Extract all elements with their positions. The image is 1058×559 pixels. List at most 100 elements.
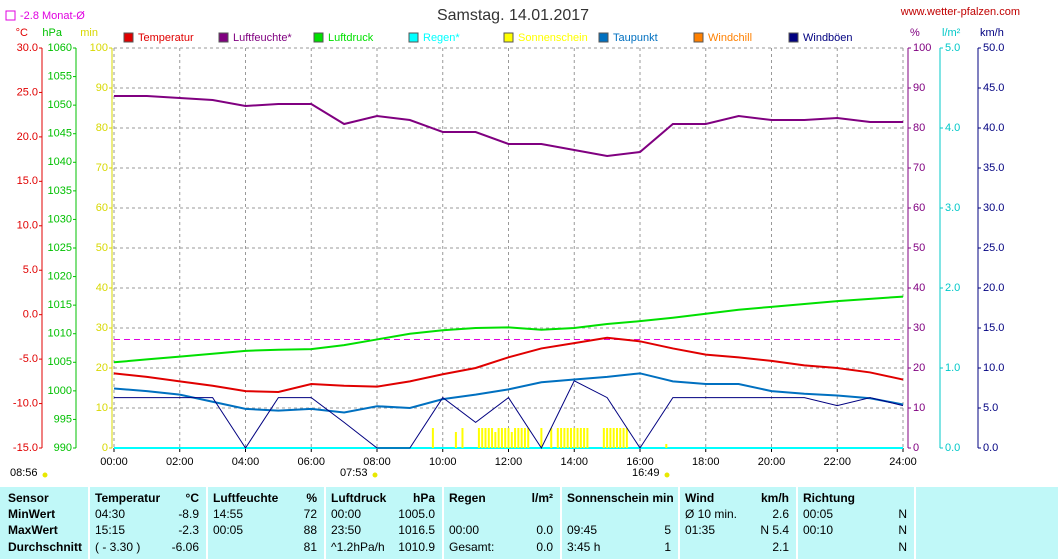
sun-bar <box>625 428 628 448</box>
sun-bar <box>510 432 513 448</box>
y-tick-label: 20.0 <box>983 282 1004 294</box>
sun-bar <box>504 428 507 448</box>
table-cell: 23:50 <box>331 523 361 537</box>
table-cell: N <box>898 507 907 521</box>
sun-bar <box>606 428 609 448</box>
sun-bar <box>514 428 517 448</box>
table-header: Regen <box>449 491 486 505</box>
sun-bar <box>507 428 510 448</box>
axis-unit: % <box>910 27 920 39</box>
axis-unit: min <box>80 27 98 39</box>
sun-bar <box>556 428 559 448</box>
table-cell: 1016.5 <box>398 523 435 537</box>
sun-bar <box>550 428 553 448</box>
y-tick-label: 990 <box>54 442 72 454</box>
sun-bar <box>454 432 457 448</box>
y-tick-label: 20 <box>96 362 108 374</box>
sun-bar <box>477 428 480 448</box>
sun-bar <box>612 428 615 448</box>
x-tick-label: 12:00 <box>495 456 523 468</box>
series-line <box>113 372 904 414</box>
table-cell: -2.3 <box>178 523 199 537</box>
y-tick-label: 40 <box>96 282 108 294</box>
y-tick-label: 80 <box>913 122 925 134</box>
x-tick-label: 06:00 <box>297 456 325 468</box>
table-header: Richtung <box>803 491 855 505</box>
sun-bar <box>602 428 605 448</box>
sun-bar <box>573 428 576 448</box>
y-tick-label: 0.0 <box>945 442 960 454</box>
x-tick-label: 02:00 <box>166 456 194 468</box>
y-tick-label: 1040 <box>48 156 72 168</box>
table-cell: 1010.9 <box>398 540 435 554</box>
table-header: Luftdruck <box>331 491 387 505</box>
legend-swatch <box>693 32 704 43</box>
table-cell: N <box>898 540 907 554</box>
series-line <box>114 380 904 450</box>
x-tick-label: 14:00 <box>560 456 588 468</box>
y-tick-label: 0.0 <box>983 442 998 454</box>
table-cell: 00:00 <box>449 523 479 537</box>
y-tick-label: 3.0 <box>945 202 960 214</box>
y-tick-label: 1010 <box>48 328 72 340</box>
table-cell: 00:00 <box>331 507 361 521</box>
sun-bar <box>566 428 569 448</box>
y-tick-label: 100 <box>90 42 108 54</box>
x-tick-label: 16:00 <box>626 456 654 468</box>
table-cell: Durchschnitt <box>8 540 82 554</box>
y-tick-label: 80 <box>96 122 108 134</box>
y-tick-label: 25.0 <box>983 242 1004 254</box>
y-tick-label: 1055 <box>48 70 72 82</box>
y-tick-label: 1025 <box>48 242 72 254</box>
y-tick-label: 45.0 <box>983 82 1004 94</box>
table-header: °C <box>186 491 200 505</box>
sun-bar <box>665 444 668 448</box>
table-header: Temperatur <box>95 491 160 505</box>
y-tick-label: 0.0 <box>23 309 38 321</box>
sun-bar <box>619 428 622 448</box>
y-tick-label: -10.0 <box>13 397 38 409</box>
y-tick-label: 1035 <box>48 185 72 197</box>
table-cell: 01:35 <box>685 523 715 537</box>
sun-bar <box>527 428 530 448</box>
x-tick-label: 04:00 <box>232 456 260 468</box>
table-cell: ( - 3.30 ) <box>95 540 140 554</box>
y-tick-label: 1020 <box>48 270 72 282</box>
table-header: Sensor <box>8 491 49 505</box>
y-tick-label: 5.0 <box>945 42 960 54</box>
series-line <box>114 95 903 158</box>
y-tick-label: -15.0 <box>13 442 38 454</box>
y-tick-label: 20 <box>913 362 925 374</box>
y-tick-label: 35.0 <box>983 162 1004 174</box>
table-cell: 0.0 <box>536 523 553 537</box>
y-tick-label: 40 <box>913 282 925 294</box>
sun-bar <box>481 428 484 448</box>
y-tick-label: 50.0 <box>983 42 1004 54</box>
y-tick-label: 15.0 <box>983 322 1004 334</box>
time-dot <box>664 472 670 478</box>
avg-swatch <box>5 10 16 21</box>
x-tick-label: 22:00 <box>823 456 851 468</box>
sun-bar <box>569 428 572 448</box>
sun-bar <box>560 428 563 448</box>
y-tick-label: 10.0 <box>17 220 38 232</box>
table-cell: 72 <box>304 507 318 521</box>
y-tick-label: 90 <box>96 82 108 94</box>
y-tick-label: 70 <box>913 162 925 174</box>
table-cell: 04:30 <box>95 507 125 521</box>
table-cell: 15:15 <box>95 523 125 537</box>
y-tick-label: 1030 <box>48 213 72 225</box>
legend-label: Luftfeuchte* <box>233 32 292 44</box>
table-cell: 3:45 h <box>567 540 600 554</box>
table-cell: Ø 10 min. <box>685 507 737 521</box>
y-tick-label: -5.0 <box>19 353 38 365</box>
y-tick-label: 10 <box>96 402 108 414</box>
sun-bar <box>622 428 625 448</box>
time-dot <box>42 472 48 478</box>
y-tick-label: 1000 <box>48 385 72 397</box>
table-cell: Gesamt: <box>449 540 494 554</box>
sun-bar <box>520 428 523 448</box>
axis-unit: l/m² <box>942 27 961 39</box>
y-tick-label: 1005 <box>48 356 72 368</box>
y-tick-label: 10.0 <box>983 362 1004 374</box>
